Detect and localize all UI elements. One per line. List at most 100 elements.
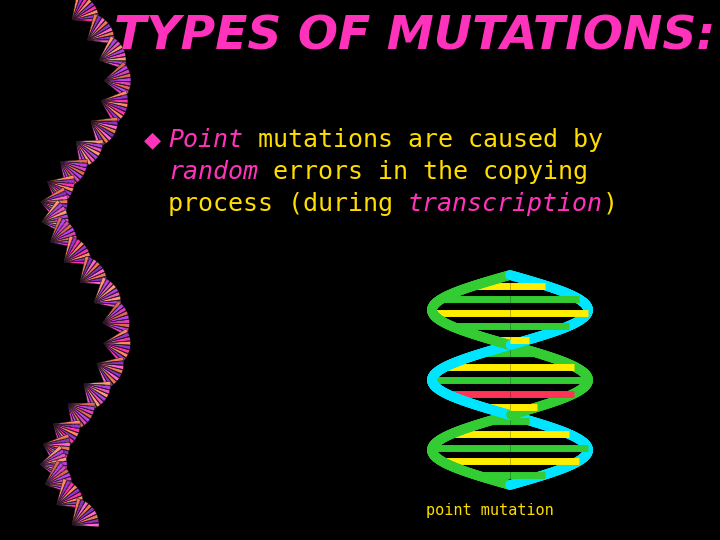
Wedge shape (104, 343, 128, 357)
Wedge shape (72, 498, 81, 525)
Wedge shape (45, 465, 66, 484)
Wedge shape (99, 60, 125, 69)
Wedge shape (45, 484, 72, 489)
Wedge shape (101, 95, 128, 101)
Wedge shape (48, 175, 74, 181)
Wedge shape (99, 36, 114, 60)
Wedge shape (104, 80, 130, 90)
Text: process (during: process (during (168, 192, 408, 216)
Wedge shape (96, 363, 117, 384)
Wedge shape (91, 121, 116, 134)
Wedge shape (102, 301, 121, 323)
Wedge shape (102, 323, 130, 328)
Wedge shape (42, 203, 63, 222)
Wedge shape (80, 276, 107, 282)
Wedge shape (64, 252, 90, 262)
Wedge shape (57, 480, 71, 505)
Wedge shape (102, 323, 129, 332)
Wedge shape (72, 504, 91, 525)
Wedge shape (99, 60, 126, 65)
Wedge shape (50, 221, 69, 242)
Wedge shape (68, 404, 90, 422)
Wedge shape (45, 484, 71, 494)
Wedge shape (40, 191, 67, 202)
Wedge shape (94, 277, 106, 303)
Wedge shape (43, 434, 69, 444)
Wedge shape (84, 383, 107, 401)
Wedge shape (91, 121, 112, 141)
Wedge shape (40, 202, 68, 208)
Wedge shape (76, 141, 95, 163)
Wedge shape (102, 323, 127, 336)
Wedge shape (80, 268, 104, 282)
Wedge shape (80, 259, 96, 282)
Wedge shape (94, 296, 121, 303)
Wedge shape (87, 36, 114, 40)
Wedge shape (57, 488, 80, 505)
Wedge shape (60, 159, 87, 163)
Wedge shape (45, 463, 63, 484)
Wedge shape (99, 57, 126, 60)
Wedge shape (42, 214, 68, 222)
Wedge shape (53, 424, 68, 449)
Wedge shape (76, 141, 98, 160)
Wedge shape (102, 304, 124, 323)
Wedge shape (94, 303, 121, 308)
Wedge shape (42, 210, 67, 222)
Wedge shape (72, 0, 85, 20)
Wedge shape (72, 500, 85, 525)
Wedge shape (64, 239, 81, 262)
Wedge shape (104, 343, 130, 349)
Wedge shape (94, 292, 120, 303)
Wedge shape (53, 424, 80, 428)
Wedge shape (72, 5, 96, 20)
Wedge shape (60, 161, 80, 183)
Wedge shape (68, 402, 95, 406)
Wedge shape (72, 18, 99, 22)
Wedge shape (48, 181, 72, 196)
Wedge shape (84, 383, 111, 390)
Wedge shape (76, 141, 102, 152)
Wedge shape (40, 202, 66, 216)
Wedge shape (48, 181, 64, 205)
Wedge shape (99, 52, 126, 60)
Wedge shape (76, 141, 84, 168)
Wedge shape (50, 218, 66, 242)
Wedge shape (48, 181, 67, 202)
Wedge shape (104, 78, 131, 82)
Wedge shape (101, 99, 128, 103)
Wedge shape (57, 478, 67, 505)
Wedge shape (104, 337, 130, 343)
Wedge shape (102, 311, 128, 323)
Wedge shape (91, 121, 118, 125)
Wedge shape (91, 121, 102, 147)
Wedge shape (76, 141, 100, 156)
Wedge shape (101, 91, 127, 101)
Wedge shape (80, 265, 103, 282)
Wedge shape (40, 202, 60, 223)
Text: point mutation: point mutation (426, 503, 554, 517)
Wedge shape (72, 502, 89, 525)
Text: errors in the copying: errors in the copying (258, 160, 588, 184)
Wedge shape (57, 492, 82, 505)
Wedge shape (87, 16, 102, 40)
Wedge shape (53, 424, 63, 450)
Wedge shape (76, 141, 88, 167)
Wedge shape (72, 14, 99, 20)
Wedge shape (43, 443, 70, 447)
Wedge shape (101, 101, 123, 119)
Wedge shape (80, 258, 93, 282)
Wedge shape (64, 261, 91, 265)
Wedge shape (96, 363, 122, 377)
Wedge shape (60, 161, 85, 176)
Wedge shape (50, 235, 77, 242)
Wedge shape (40, 464, 66, 474)
Wedge shape (87, 31, 114, 40)
Wedge shape (91, 117, 118, 121)
Wedge shape (53, 424, 71, 447)
Wedge shape (72, 510, 96, 525)
Wedge shape (87, 14, 97, 40)
Wedge shape (48, 179, 74, 183)
Wedge shape (91, 121, 105, 146)
Text: TYPES OF MUTATIONS:: TYPES OF MUTATIONS: (114, 15, 716, 59)
